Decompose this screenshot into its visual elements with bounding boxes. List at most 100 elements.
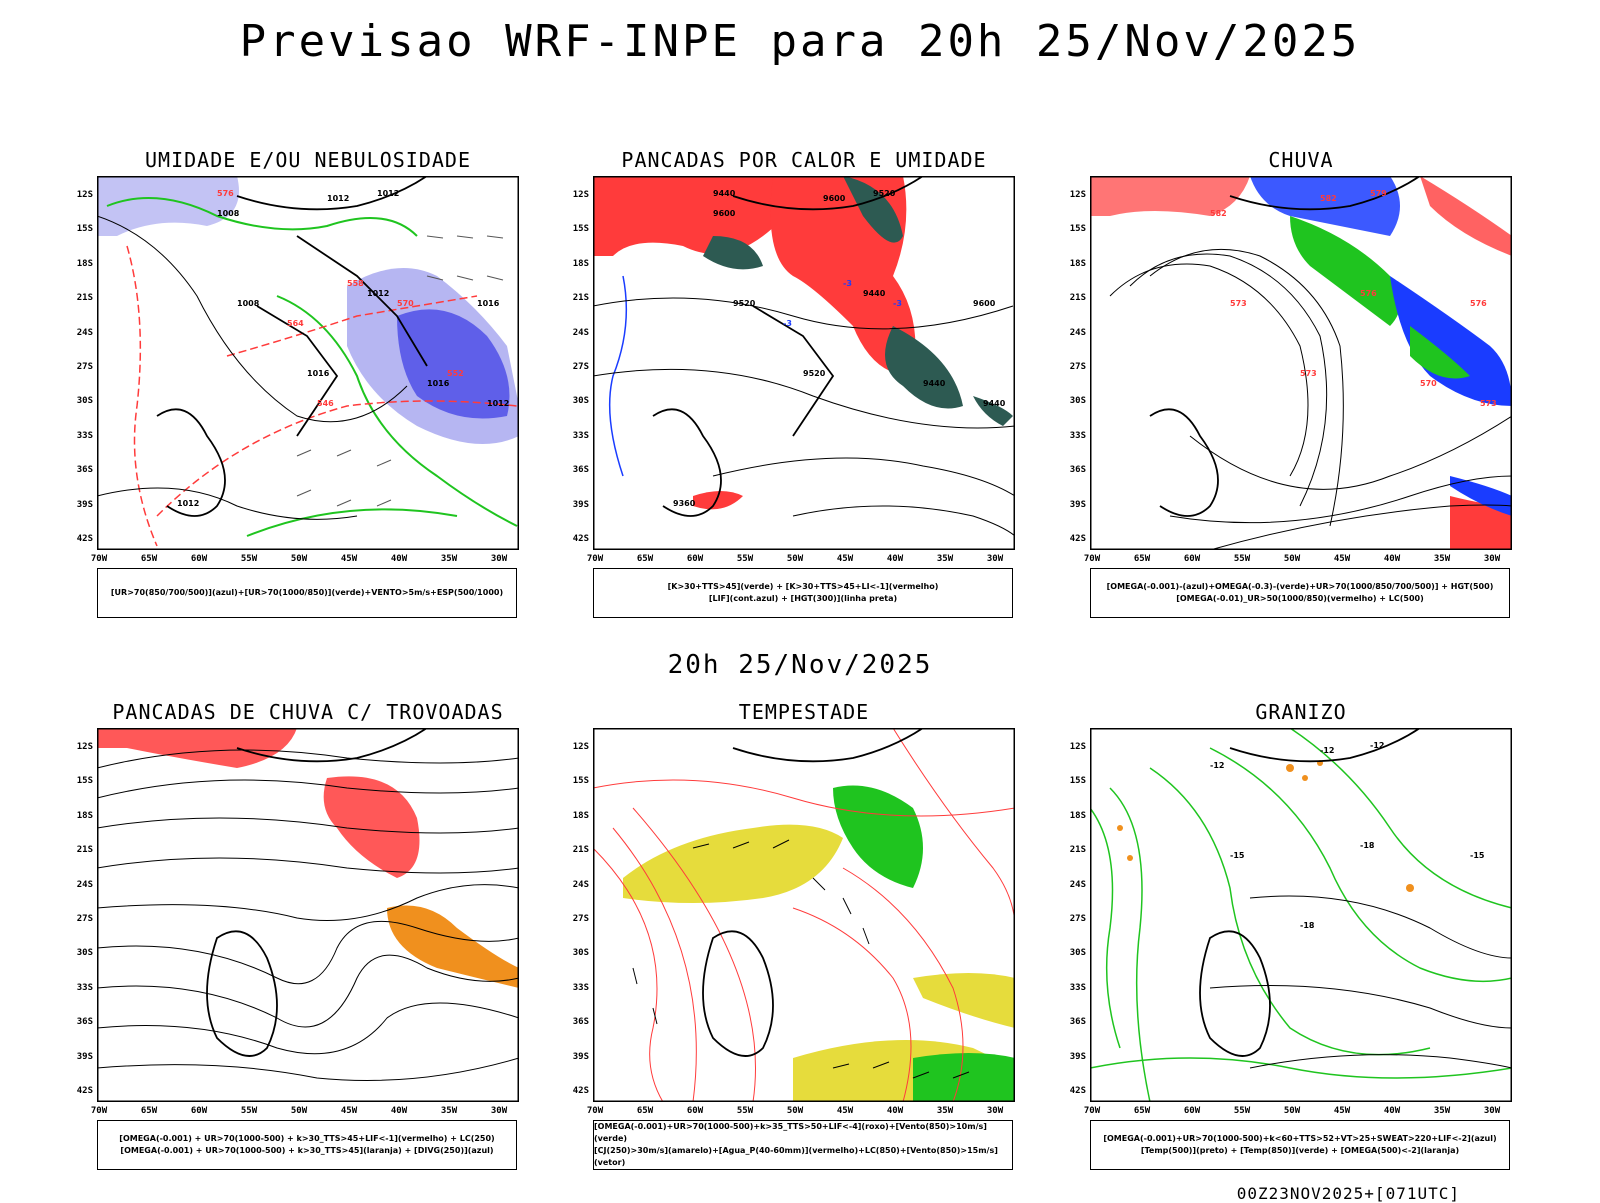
lat-tick-label: 24S xyxy=(572,879,589,890)
contour-label: 9520 xyxy=(873,189,896,198)
lon-tick-label: 40W xyxy=(1383,1106,1401,1116)
lat-tick-label: 27S xyxy=(1069,914,1086,924)
contour-label: 570 xyxy=(397,299,414,308)
lon-tick-label: 55W xyxy=(240,1106,258,1116)
contour-label: 1012 xyxy=(377,189,399,198)
lat-tick-label: 24S xyxy=(76,327,93,338)
lat-tick-label: 15S xyxy=(76,776,93,787)
map-umidade-svg: 1008 1012 1012 1016 1008 1012 1016 1016 1012 1012… xyxy=(97,176,519,550)
lon-tick-label: 45W xyxy=(1333,554,1351,564)
lat-tick-label: 18S xyxy=(1069,258,1086,269)
lat-tick-label: 33S xyxy=(1069,982,1086,993)
lon-tick-label: 40W xyxy=(390,1106,408,1116)
contour-label: -15 xyxy=(1470,851,1485,860)
lat-tick-label: 15S xyxy=(572,224,589,235)
lon-tick-label: 70W xyxy=(1083,1106,1101,1116)
contour-label: 9360 xyxy=(673,499,696,508)
panel-title: PANCADAS DE CHUVA C/ TROVOADAS xyxy=(112,700,504,724)
contour-label: 558 xyxy=(347,279,364,288)
contour-label: 9600 xyxy=(823,194,846,203)
lat-tick-label: 39S xyxy=(572,499,589,510)
lon-tick-label: 60W xyxy=(686,1106,704,1116)
lon-tick-label: 65W xyxy=(1133,1106,1151,1116)
contour-label: 1012 xyxy=(327,194,349,203)
map-chuva-svg: 582 582 579 576 573 576 573 570 573 xyxy=(1090,176,1512,550)
lat-tick-label: 36S xyxy=(572,1017,589,1028)
contour-label: 9600 xyxy=(973,299,996,308)
lon-tick-label: 70W xyxy=(1083,554,1101,564)
contour-label: 1016 xyxy=(427,379,450,388)
main-title: Previsao WRF-INPE para 20h 25/Nov/2025 xyxy=(239,16,1361,67)
lon-tick-label: 35W xyxy=(1433,1106,1451,1116)
lon-tick-label: 55W xyxy=(736,1106,754,1116)
lat-tick-label: 36S xyxy=(572,465,589,476)
panel-title: UMIDADE E/OU NEBULOSIDADE xyxy=(144,148,472,172)
lon-tick-label: 45W xyxy=(340,554,358,564)
contour-label: 1008 xyxy=(237,299,260,308)
lat-tick-label: 30S xyxy=(1069,396,1086,407)
lat-tick-label: 15S xyxy=(1069,224,1086,235)
lon-tick-label: 45W xyxy=(1333,1106,1351,1116)
lon-tick-label: 55W xyxy=(1233,554,1251,564)
contour-label: 9440 xyxy=(863,289,886,298)
panel-title: TEMPESTADE xyxy=(738,700,870,724)
lon-tick-label: 50W xyxy=(1283,1106,1301,1116)
panel-legend: [K>30+TTS>45](verde) + [K>30+TTS>45+LI<-… xyxy=(593,568,1013,618)
lon-tick-label: 40W xyxy=(390,554,408,564)
lat-tick-label: 30S xyxy=(1069,948,1086,959)
lat-tick-label: 42S xyxy=(572,1086,589,1096)
map-tempestade: 12S 15S 18S 21S 24S 27S 30S 33S 36S 39S 42S 70W 65W 6… xyxy=(573,728,1015,1116)
lat-tick-label: 15S xyxy=(572,776,589,787)
lat-tick-label: 12S xyxy=(76,742,93,752)
map-trovoadas-svg xyxy=(97,728,519,1102)
lon-tick-label: 50W xyxy=(290,554,308,564)
contour-label: 1012 xyxy=(487,399,509,408)
contour-label: 576 xyxy=(217,189,234,198)
contour-label: 1012 xyxy=(177,499,199,508)
lon-tick-label: 60W xyxy=(686,554,704,564)
lon-tick-label: 35W xyxy=(1433,554,1451,564)
lat-tick-label: 33S xyxy=(572,430,589,441)
lat-tick-label: 18S xyxy=(572,810,589,821)
map-pancadas-calor: 9600 9600 9520 9600 9520 9440 9520 9440 9440 9360… xyxy=(573,176,1015,564)
lat-tick-label: 12S xyxy=(76,190,93,200)
lat-tick-label: 30S xyxy=(572,948,589,959)
map-chuva: 582 582 579 576 573 576 573 570 573 12S 15S 18S 21S… xyxy=(1070,176,1512,564)
lon-tick-label: 70W xyxy=(90,554,108,564)
contour-label: -3 xyxy=(893,299,902,308)
lon-tick-label: 40W xyxy=(1383,554,1401,564)
contour-label: 1016 xyxy=(477,299,500,308)
lat-tick-label: 42S xyxy=(76,1086,93,1096)
lat-tick-label: 42S xyxy=(1069,534,1086,544)
lon-tick-label: 40W xyxy=(886,1106,904,1116)
panel-chuva: CHUVA 582 582 579 576 573 576 573 570 573 xyxy=(1070,148,1512,644)
lat-tick-label: 24S xyxy=(76,879,93,890)
lat-tick-label: 18S xyxy=(572,258,589,269)
contour-label: -12 xyxy=(1320,746,1334,755)
panel-legend: [OMEGA(-0.001)-(azul)+OMEGA(-0.3)-(verde… xyxy=(1090,568,1510,618)
lon-tick-label: 65W xyxy=(140,1106,158,1116)
lat-tick-label: 24S xyxy=(572,327,589,338)
lat-tick-label: 12S xyxy=(1069,190,1086,200)
lon-tick-label: 60W xyxy=(190,554,208,564)
lon-tick-label: 35W xyxy=(936,554,954,564)
lat-tick-label: 30S xyxy=(76,948,93,959)
contour-label: 579 xyxy=(1370,189,1387,198)
panel-legend: [OMEGA(-0.001) + UR>70(1000-500) + k>30_… xyxy=(97,1120,517,1170)
map-trovoadas: 12S 15S 18S 21S 24S 27S 30S 33S 36S 39S 42S 70W 65W 6… xyxy=(77,728,519,1116)
contour-label: 9520 xyxy=(803,369,826,378)
lat-tick-label: 36S xyxy=(1069,465,1086,476)
contour-label: -3 xyxy=(843,279,852,288)
lon-tick-label: 70W xyxy=(586,1106,604,1116)
lat-tick-label: 30S xyxy=(572,396,589,407)
lat-tick-label: 42S xyxy=(1069,1086,1086,1096)
panel-pancadas-calor: PANCADAS POR CALOR E UMIDADE 9600 9600 952… xyxy=(573,148,1015,644)
contour-label: 1012 xyxy=(367,289,389,298)
map-umidade: 1008 1012 1012 1016 1008 1012 1016 1016 1012 1012… xyxy=(77,176,519,564)
lon-tick-label: 60W xyxy=(1183,1106,1201,1116)
lat-tick-label: 15S xyxy=(76,224,93,235)
contour-label: 9440 xyxy=(713,189,736,198)
panel-legend: [OMEGA(-0.001)+UR>70(1000-500)+k<60+TTS>… xyxy=(1090,1120,1510,1170)
contour-label: -12 xyxy=(1370,741,1384,750)
lat-tick-label: 12S xyxy=(572,742,589,752)
